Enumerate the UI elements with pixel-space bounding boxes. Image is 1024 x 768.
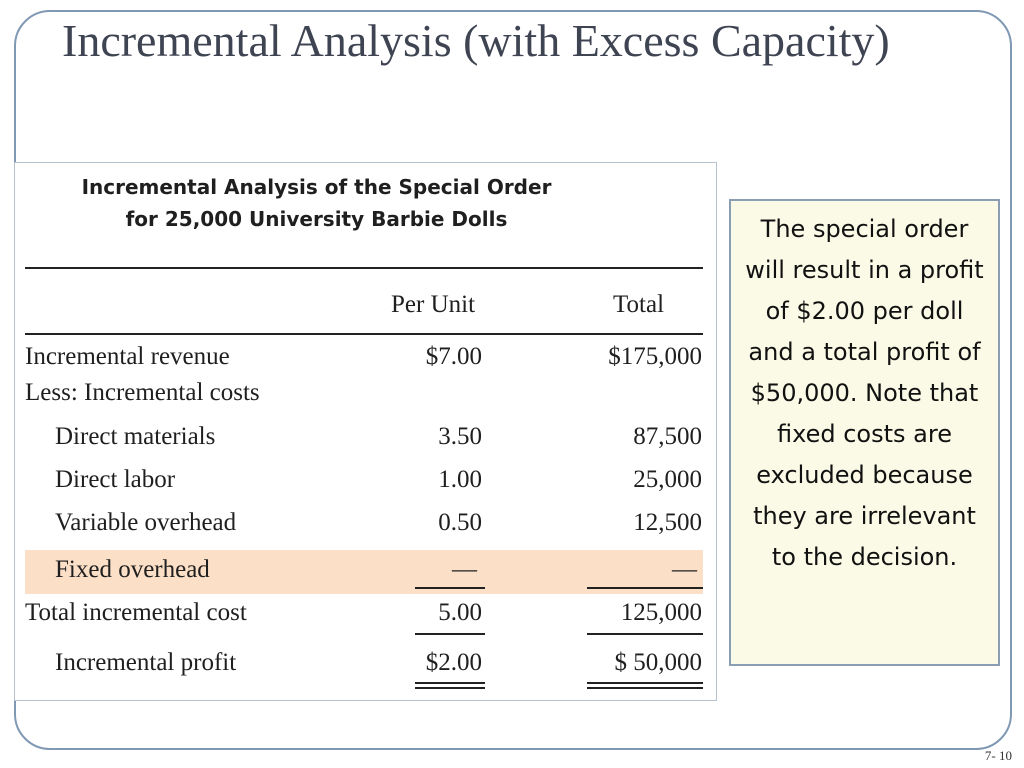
table-row: Incremental profit $2.00 $ 50,000: [15, 643, 718, 687]
slide-title: Incremental Analysis (with Excess Capaci…: [62, 15, 890, 66]
table-row: Incremental revenue $7.00 $175,000: [15, 337, 718, 381]
row-label: Incremental revenue: [25, 343, 230, 370]
page-number: 7- 10: [984, 748, 1012, 763]
table-top-rule: [25, 267, 703, 269]
column-header-per-unit: Per Unit: [391, 291, 476, 318]
row-per-unit: 1.00: [438, 466, 482, 493]
row-per-unit: 0.50: [438, 509, 482, 536]
per-unit-double-underline-2: [415, 687, 485, 689]
total-underline: [587, 587, 703, 589]
row-label: Fixed overhead: [55, 556, 210, 583]
row-total: 125,000: [620, 599, 702, 626]
table-row: Variable overhead 0.50 12,500: [15, 503, 718, 547]
total-double-underline-1: [587, 682, 703, 684]
row-per-unit: $2.00: [425, 649, 482, 676]
row-per-unit: $7.00: [425, 343, 482, 370]
table-row: Less: Incremental costs: [15, 373, 718, 417]
table-heading-line-2: for 25,000 University Barbie Dolls: [125, 207, 508, 231]
total-underline: [587, 633, 703, 635]
row-per-unit: 3.50: [438, 423, 482, 450]
table-row: Direct materials 3.50 87,500: [15, 417, 718, 461]
table-row-highlighted: Fixed overhead — —: [25, 550, 703, 594]
column-header-total: Total: [613, 291, 665, 318]
row-label: Total incremental cost: [25, 599, 247, 626]
explanation-callout: The special order will result in a profi…: [729, 199, 1000, 666]
row-total: 12,500: [633, 509, 702, 536]
row-total: $175,000: [608, 343, 702, 370]
per-unit-underline: [415, 633, 485, 635]
total-double-underline-2: [587, 687, 703, 689]
row-per-unit: —: [452, 556, 477, 583]
incremental-analysis-table: Incremental Analysis of the Special Orde…: [14, 162, 717, 701]
row-label: Direct labor: [55, 466, 176, 493]
row-total: $ 50,000: [614, 649, 703, 676]
table-row: Direct labor 1.00 25,000: [15, 460, 718, 504]
per-unit-underline: [415, 587, 485, 589]
table-heading: Incremental Analysis of the Special Orde…: [15, 171, 718, 235]
row-label: Direct materials: [55, 423, 216, 450]
row-label: Incremental profit: [55, 649, 237, 676]
row-total: 25,000: [633, 466, 702, 493]
row-total: 87,500: [633, 423, 702, 450]
row-label: Less: Incremental costs: [25, 379, 260, 406]
row-per-unit: 5.00: [438, 599, 482, 626]
table-row: Total incremental cost 5.00 125,000: [15, 593, 718, 637]
per-unit-double-underline-1: [415, 682, 485, 684]
table-heading-line-1: Incremental Analysis of the Special Orde…: [81, 175, 552, 199]
row-label: Variable overhead: [55, 509, 237, 536]
row-total: —: [672, 556, 697, 583]
callout-text: The special order will result in a profi…: [745, 215, 984, 571]
header-bottom-rule: [25, 333, 703, 335]
